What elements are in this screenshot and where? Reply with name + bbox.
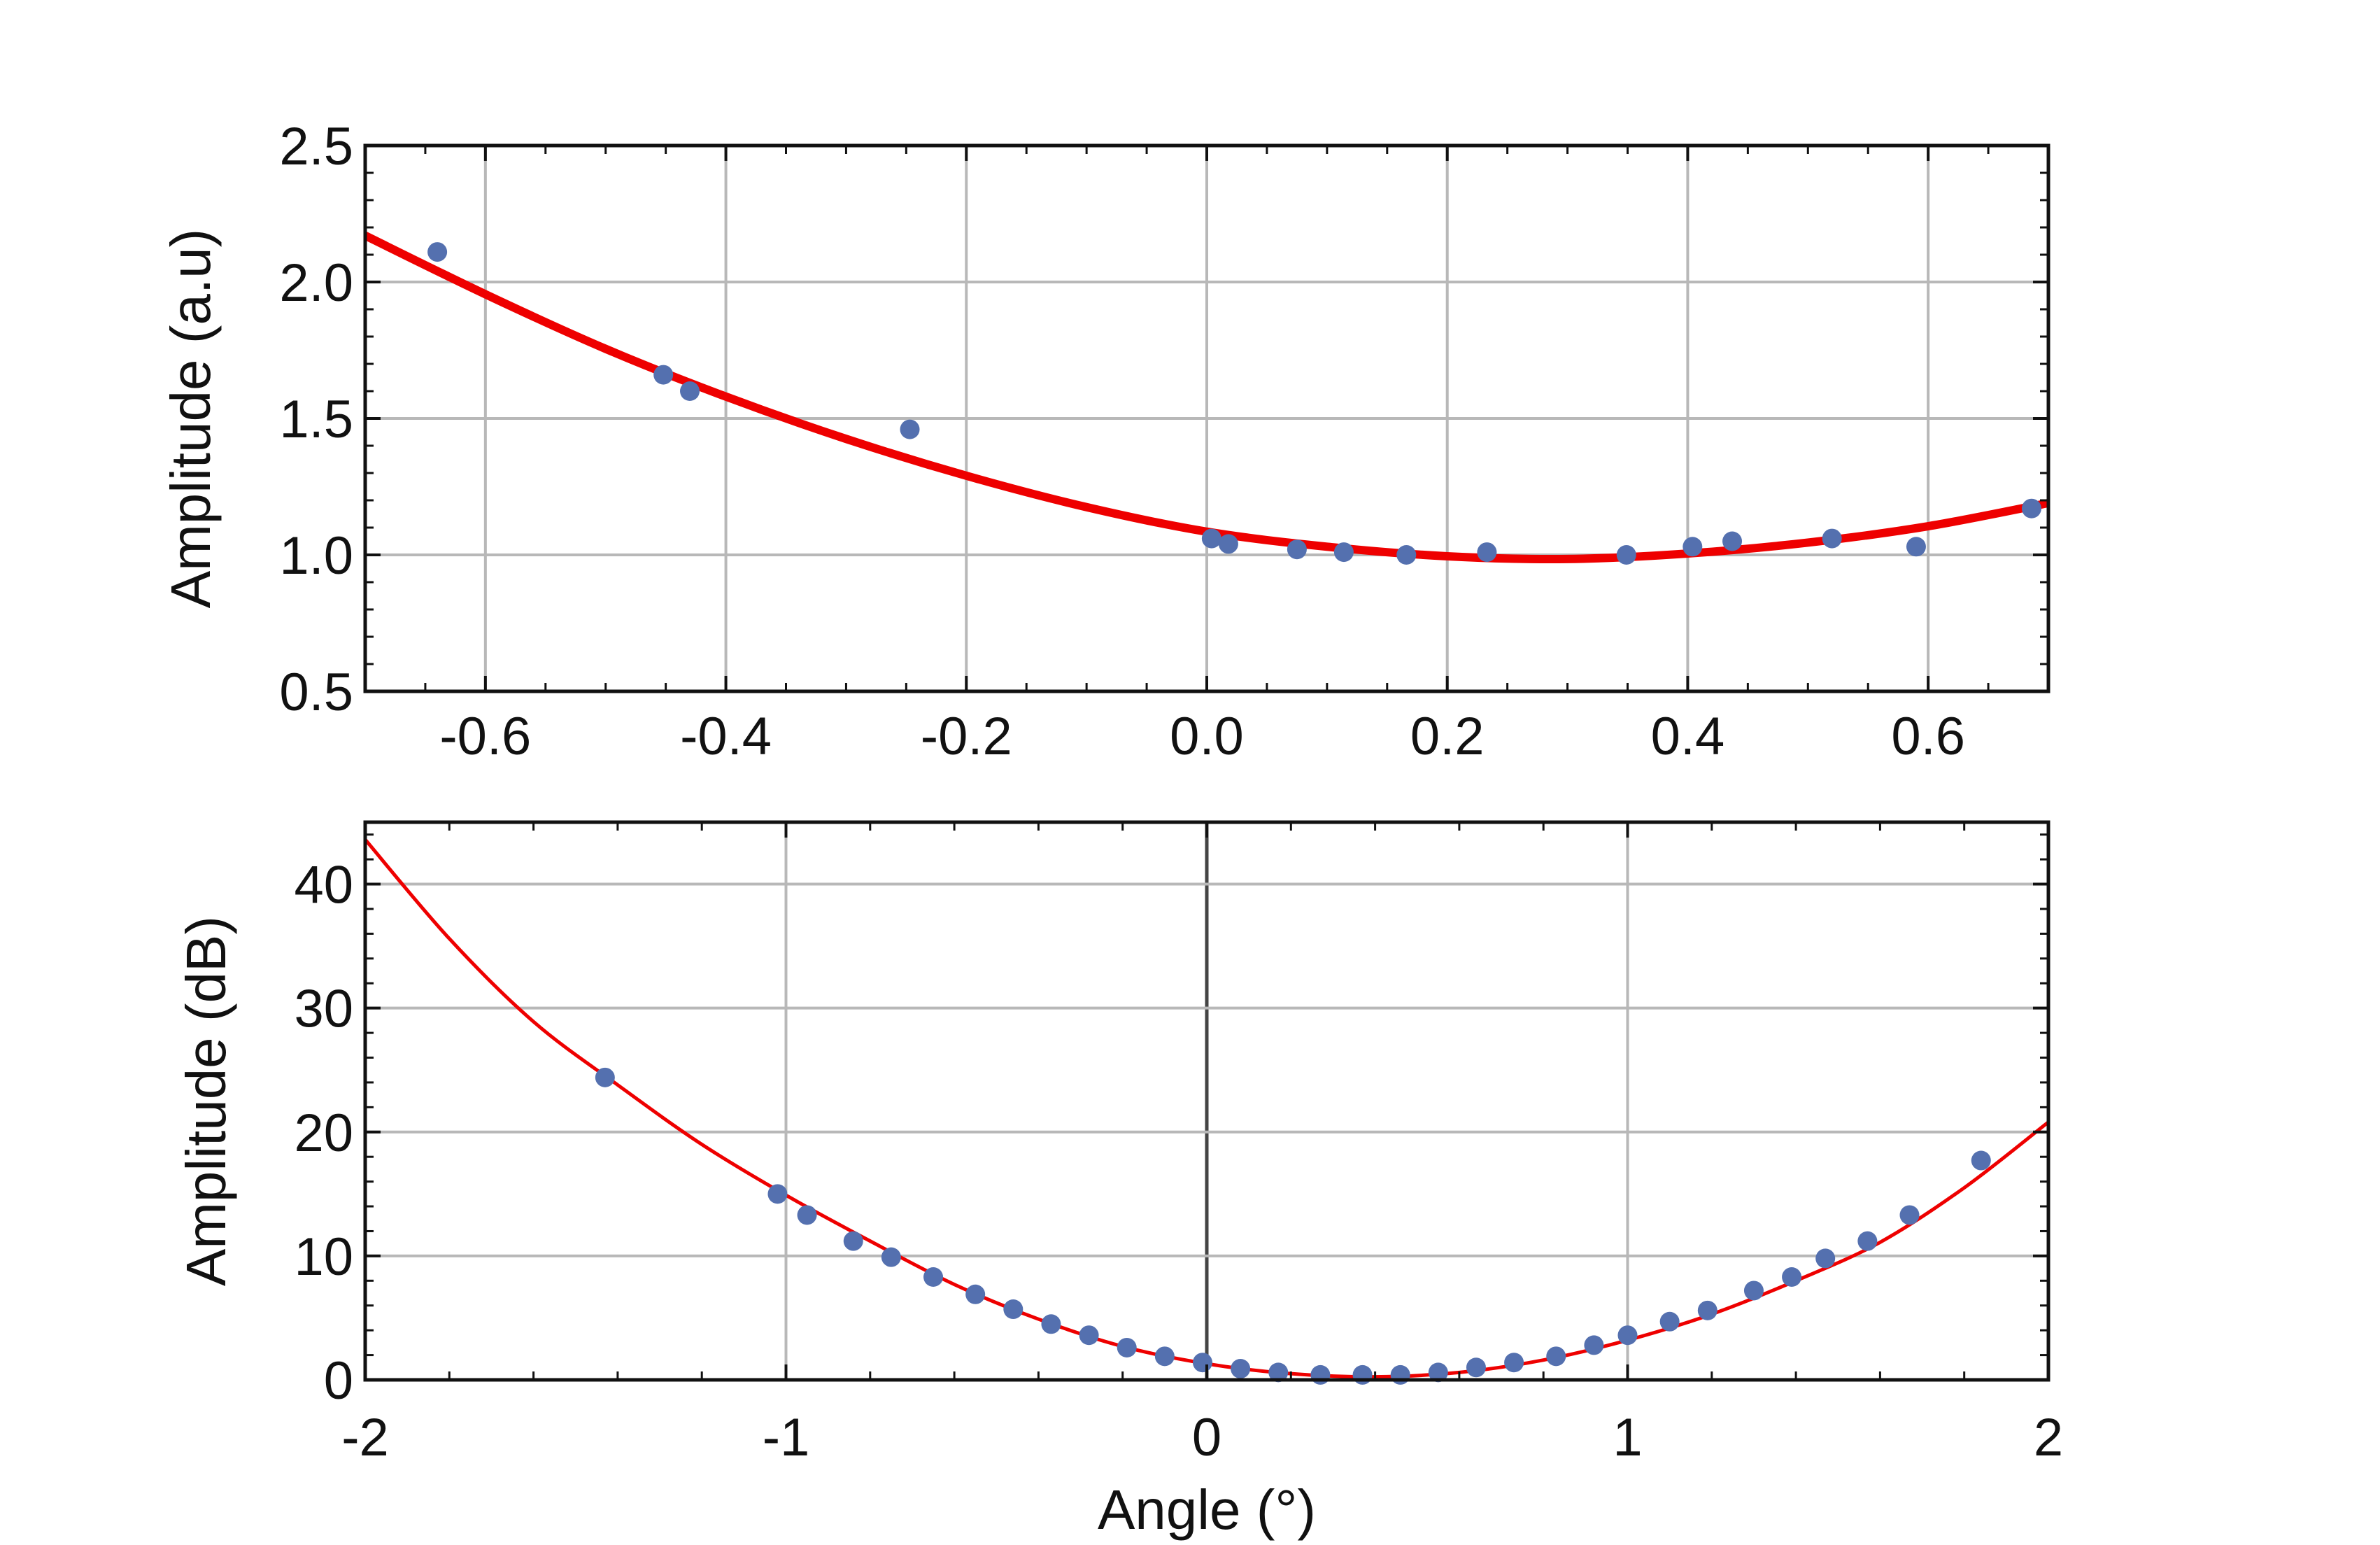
data-point	[1815, 1248, 1836, 1269]
data-point	[427, 242, 448, 262]
data-point	[1782, 1267, 1802, 1287]
x-tick-label: 0.0	[1170, 707, 1244, 766]
data-point	[1616, 545, 1636, 565]
x-tick-label: 0	[1192, 1408, 1221, 1467]
data-point	[1390, 1364, 1410, 1385]
data-point	[767, 1184, 788, 1204]
x-tick-label: 1	[1613, 1408, 1642, 1467]
x-tick-label: -0.6	[439, 707, 531, 766]
data-point	[653, 365, 674, 385]
data-point	[1683, 537, 1703, 557]
y-tick-label: 0.5	[279, 663, 353, 722]
data-point	[1899, 1205, 1920, 1225]
x-axis-title: Angle (°)	[1098, 1479, 1316, 1541]
data-point	[1117, 1337, 1137, 1357]
data-point	[1003, 1299, 1023, 1320]
data-point	[1466, 1357, 1486, 1378]
data-point	[1201, 528, 1221, 549]
x-tick-label: -1	[763, 1408, 810, 1467]
x-tick-label: 0.4	[1651, 707, 1725, 766]
data-point	[1971, 1150, 1991, 1171]
data-point	[1584, 1335, 1604, 1355]
data-point	[595, 1067, 615, 1087]
panel-top-chart: -0.6 -0.4 -0.2 0.0 0.2 0.4 0.6 0.5 1.0 1.5 2.0 2.5 A…	[160, 117, 2050, 766]
data-point	[900, 419, 920, 439]
data-point	[1857, 1231, 1878, 1251]
x-tick-label: 0.6	[1891, 707, 1965, 766]
y-tick-label: 30	[294, 980, 353, 1039]
data-point	[1546, 1346, 1566, 1367]
data-point	[797, 1205, 817, 1225]
y-tick-label: 1.5	[279, 390, 353, 449]
data-point	[1396, 545, 1417, 565]
data-point	[1659, 1311, 1680, 1332]
data-point	[965, 1284, 986, 1304]
data-point	[1477, 542, 1497, 563]
data-point	[1333, 542, 1354, 563]
x-tick-label: 0.2	[1410, 707, 1485, 766]
y-axis-title: Amplitude (dB)	[175, 916, 237, 1286]
data-point	[2021, 498, 2041, 518]
y-tick-label: 40	[294, 856, 353, 915]
data-point	[1743, 1281, 1764, 1301]
data-point	[1218, 534, 1238, 554]
data-point	[1287, 539, 1307, 560]
y-tick-label: 2.0	[279, 253, 353, 313]
y-tick-label: 20	[294, 1103, 353, 1163]
x-tick-label: -0.2	[921, 707, 1012, 766]
y-tick-label: 10	[294, 1227, 353, 1287]
y-tick-label: 2.5	[279, 117, 353, 176]
data-point	[1822, 528, 1842, 549]
data-point	[881, 1247, 901, 1267]
data-point	[1617, 1325, 1638, 1346]
data-point	[923, 1267, 944, 1287]
data-point	[1310, 1364, 1331, 1385]
data-point	[1504, 1353, 1524, 1373]
data-point	[1697, 1300, 1717, 1320]
data-point	[1268, 1362, 1289, 1383]
x-tick-label: -0.4	[680, 707, 772, 766]
data-point	[1906, 537, 1926, 557]
y-axis-title: Amplitude (a.u)	[160, 229, 222, 608]
data-point	[1352, 1364, 1373, 1385]
fit-curve	[365, 838, 2048, 1379]
x-tick-label: -2	[341, 1408, 389, 1467]
data-point	[1722, 531, 1743, 551]
data-point	[1192, 1353, 1212, 1373]
data-point	[1428, 1362, 1448, 1383]
data-point	[1041, 1314, 1061, 1334]
data-point	[1231, 1359, 1251, 1379]
x-tick-label: 2	[2034, 1408, 2063, 1467]
data-point	[843, 1231, 863, 1251]
y-tick-label: 0	[324, 1351, 353, 1411]
data-point	[1079, 1325, 1099, 1346]
data-point	[1154, 1346, 1175, 1367]
y-tick-label: 1.0	[279, 526, 353, 586]
data-point	[680, 381, 700, 401]
